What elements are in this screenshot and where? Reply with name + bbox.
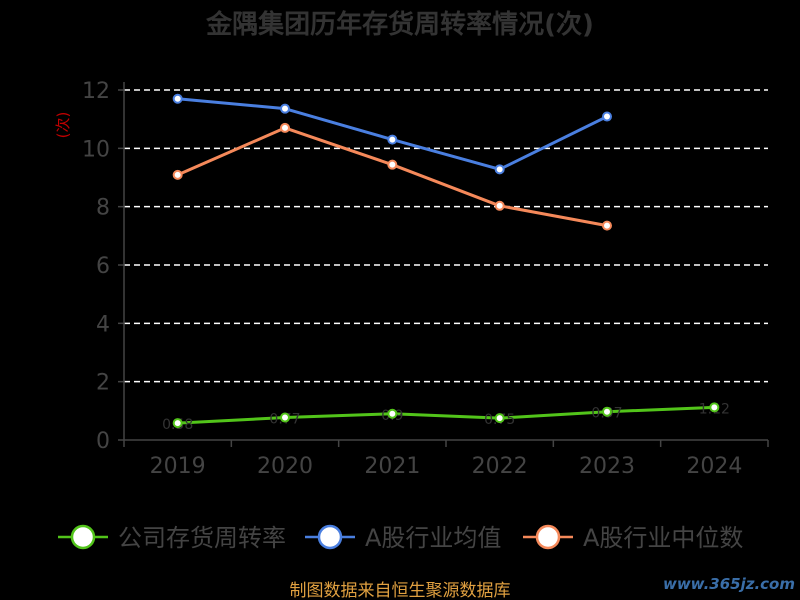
data-point (709, 402, 720, 413)
data-point (280, 103, 290, 114)
legend: 公司存货周转率 A股行业均值 A股行业中位数 (58, 524, 743, 552)
data-point (602, 406, 612, 417)
legend-item-2: A股行业中位数 (523, 524, 743, 552)
legend-label: A股行业中位数 (583, 524, 743, 552)
legend-label: A股行业均值 (365, 524, 501, 552)
data-point (387, 134, 398, 145)
legend-marker (535, 524, 561, 550)
data-point (172, 418, 183, 429)
data-point (280, 122, 290, 133)
series-0: 0.580.770.90.750.971.12 (162, 401, 730, 433)
axes (118, 82, 769, 447)
data-point (172, 93, 183, 104)
x-tick-label: 2024 (686, 454, 742, 479)
series-line (177, 405, 715, 425)
data-point (172, 169, 183, 180)
y-tick-label: 12 (82, 79, 110, 104)
series-1 (172, 93, 612, 175)
x-tick-labels: 2019 2020 2021 2022 2023 2024 (150, 454, 743, 479)
data-point (602, 111, 612, 122)
legend-marker (70, 524, 96, 550)
legend-item-1: A股行业均值 (305, 524, 501, 552)
y-tick-label: 4 (96, 312, 110, 337)
data-point (494, 164, 505, 175)
grid-lines (124, 89, 768, 383)
x-tick-label: 2022 (472, 454, 528, 479)
x-tick-label: 2021 (364, 454, 420, 479)
watermark: www.365jz.com (663, 575, 795, 593)
data-point (387, 159, 398, 170)
x-tick-label: 2023 (579, 454, 635, 479)
data-point (494, 200, 505, 211)
legend-marker (317, 524, 343, 550)
series-2 (172, 122, 612, 231)
y-tick-label: 0 (96, 429, 110, 454)
footer-source: 制图数据来自恒生聚源数据库 (290, 581, 511, 600)
y-tick-label: 8 (96, 196, 110, 221)
data-point (280, 412, 290, 423)
y-tick-label: 6 (96, 254, 110, 279)
legend-label: 公司存货周转率 (118, 524, 286, 552)
legend-item-0: 公司存货周转率 (58, 524, 286, 552)
y-tick-label: 10 (82, 137, 110, 162)
data-point (602, 220, 612, 231)
x-tick-label: 2020 (257, 454, 313, 479)
data-point (387, 408, 398, 419)
series-line (177, 97, 608, 171)
y-tick-label: 2 (96, 371, 110, 396)
y-tick-labels: 0 2 4 6 8 10 12 (82, 79, 110, 454)
x-tick-label: 2019 (150, 454, 206, 479)
y-axis-label: (次) (54, 112, 72, 139)
chart-title: 金隅集团历年存货周转率情况(次) (205, 9, 594, 40)
series-lines: 0.580.770.90.750.971.12 (162, 93, 730, 433)
data-point (494, 413, 505, 424)
